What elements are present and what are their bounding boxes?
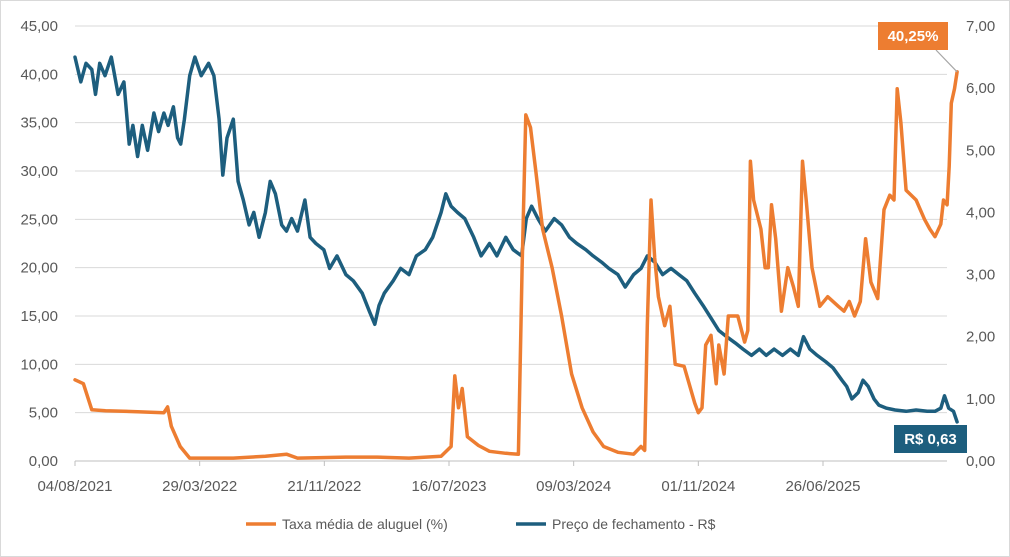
left-tick-label: 30,00 — [20, 163, 58, 180]
x-tick-label: 21/11/2022 — [287, 478, 361, 495]
right-tick-label: 5,00 — [966, 142, 995, 159]
left-tick-label: 10,00 — [20, 356, 58, 373]
right-axis-ticks: 0,00 1,00 2,00 3,00 4,00 5,00 6,00 7,00 — [966, 18, 995, 470]
callouts: 40,25% R$ 0,63 — [878, 22, 967, 453]
callout-label-preco: R$ 0,63 — [904, 431, 957, 448]
x-tick-label: 09/03/2024 — [536, 478, 611, 495]
callout-leader — [935, 49, 958, 73]
x-tick-label: 26/06/2025 — [785, 478, 860, 495]
callout-label-taxa: 40,25% — [888, 28, 939, 45]
left-tick-label: 40,00 — [20, 66, 58, 83]
x-tick-label: 29/03/2022 — [162, 478, 237, 495]
x-tick-label: 01/11/2024 — [661, 478, 735, 495]
left-tick-label: 15,00 — [20, 308, 58, 325]
legend-label-preco: Preço de fechamento - R$ — [552, 516, 716, 532]
legend-label-taxa: Taxa média de aluguel (%) — [282, 516, 448, 532]
left-tick-label: 35,00 — [20, 115, 58, 132]
x-axis-ticks: 04/08/2021 29/03/2022 21/11/2022 16/07/2023… — [37, 460, 947, 495]
right-tick-label: 7,00 — [966, 18, 995, 35]
left-tick-label: 0,00 — [29, 453, 58, 470]
callout-box-preco — [894, 425, 967, 453]
left-tick-label: 5,00 — [29, 405, 58, 422]
left-axis-ticks: 0,00 5,00 10,00 15,00 20,00 25,00 30,00 35,00 40… — [20, 18, 58, 470]
x-tick-label: 04/08/2021 — [37, 478, 112, 495]
left-tick-label: 25,00 — [20, 211, 58, 228]
right-tick-label: 3,00 — [966, 267, 995, 284]
left-tick-label: 45,00 — [20, 18, 58, 35]
series-line-taxa-aluguel — [73, 70, 959, 460]
right-tick-label: 4,00 — [966, 204, 995, 221]
series-layer — [73, 55, 959, 460]
right-tick-label: 0,00 — [966, 453, 995, 470]
series-line-preco-fechamento — [73, 55, 959, 424]
right-tick-label: 6,00 — [966, 80, 995, 97]
left-tick-label: 20,00 — [20, 260, 58, 277]
right-tick-label: 1,00 — [966, 391, 995, 408]
callout-box-taxa — [878, 22, 948, 50]
right-tick-label: 2,00 — [966, 329, 995, 346]
legend: Taxa média de aluguel (%) Preço de fecham… — [246, 516, 716, 532]
x-tick-label: 16/07/2023 — [411, 478, 486, 495]
